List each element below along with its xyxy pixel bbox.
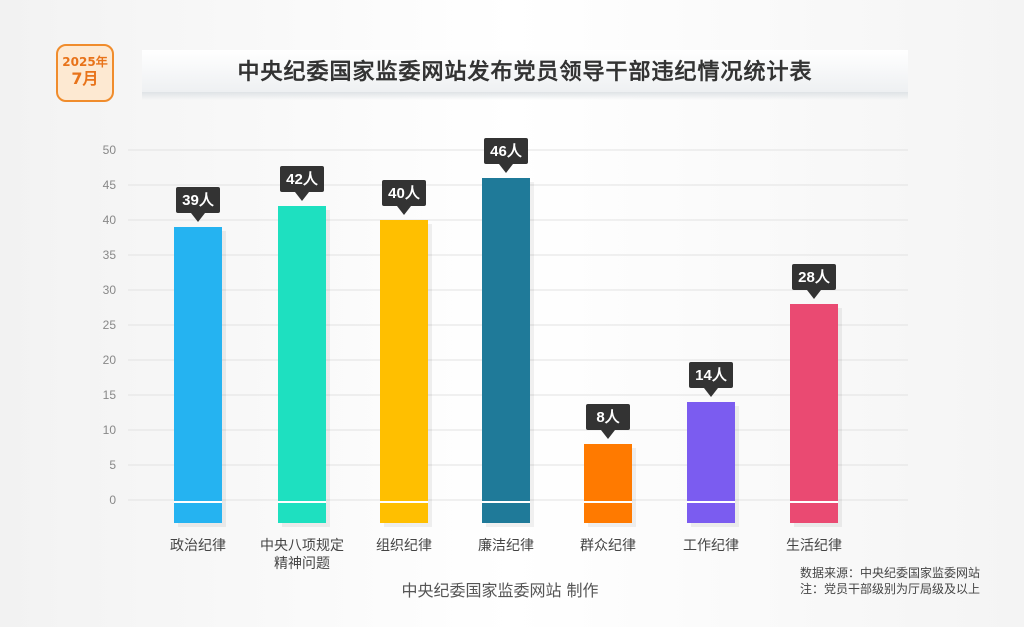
- x-tick-label: 精神问题: [274, 556, 330, 572]
- x-tick-label: 中央八项规定: [260, 538, 344, 554]
- x-tick-label: 政治纪律: [170, 538, 226, 554]
- bars: [174, 178, 842, 527]
- value-label: 39人: [182, 192, 215, 209]
- title-band: [142, 50, 908, 92]
- y-tick-label: 5: [109, 458, 116, 472]
- bar: [380, 220, 428, 523]
- x-tick-label: 组织纪律: [376, 538, 432, 554]
- y-tick-label: 50: [103, 143, 117, 157]
- value-label: 46人: [490, 143, 523, 160]
- y-tick-label: 30: [103, 283, 117, 297]
- value-callout: [176, 187, 220, 213]
- y-tick-label: 35: [103, 248, 117, 262]
- value-label: 40人: [388, 185, 421, 202]
- y-tick-label: 0: [109, 493, 116, 507]
- value-callout: [689, 362, 733, 388]
- y-tick-label: 25: [103, 318, 117, 332]
- value-label: 14人: [695, 367, 728, 384]
- bar: [584, 444, 632, 523]
- value-callout: [484, 138, 528, 164]
- badge-year: 2025年: [62, 55, 108, 69]
- value-callout: [280, 166, 324, 192]
- bar: [790, 304, 838, 523]
- value-callout-pointer: [807, 290, 821, 299]
- value-label: 42人: [286, 171, 319, 188]
- x-tick-label: 群众纪律: [580, 538, 636, 554]
- y-tick-label: 45: [103, 178, 117, 192]
- value-callout-pointer: [397, 206, 411, 215]
- value-callout-pointer: [704, 388, 718, 397]
- value-callout-pointer: [295, 192, 309, 201]
- data-source: 数据来源：中央纪委国家监委网站: [799, 566, 980, 580]
- value-callout-pointer: [191, 213, 205, 222]
- bar: [687, 402, 735, 523]
- value-label: 8人: [596, 409, 620, 426]
- date-badge: 2025年 7月: [56, 44, 114, 102]
- y-tick-label: 10: [103, 423, 117, 437]
- badge-month: 7月: [71, 69, 99, 88]
- bar: [278, 206, 326, 523]
- y-axis: 0 5 10 15 20 25 30 35 40 45 50: [103, 143, 117, 507]
- level-note: 注：党员干部级别为厅局级及以上: [799, 582, 980, 596]
- maker-credit: 中央纪委国家监委网站 制作: [401, 581, 599, 600]
- x-tick-label: 廉洁纪律: [478, 537, 534, 554]
- value-callout: [792, 264, 836, 290]
- value-labels: 39人 42人 40人 46人 8人 14人 28人: [176, 138, 836, 439]
- value-callout: [382, 180, 426, 206]
- x-tick-label: 工作纪律: [683, 538, 739, 554]
- chart-title: 中央纪委国家监委网站发布党员领导干部违纪情况统计表: [237, 60, 813, 85]
- value-callout-pointer: [499, 164, 513, 173]
- title-underline: [142, 92, 908, 100]
- y-tick-label: 40: [103, 213, 117, 227]
- source-note: 数据来源：中央纪委国家监委网站 注：党员干部级别为厅局级及以上: [740, 565, 980, 597]
- y-tick-label: 15: [103, 388, 117, 402]
- bar: [482, 178, 530, 523]
- value-callout: [586, 404, 630, 430]
- y-tick-label: 20: [103, 353, 117, 367]
- bar: [174, 227, 222, 523]
- x-tick-label: 生活纪律: [786, 538, 842, 554]
- value-label: 28人: [798, 269, 831, 286]
- value-callout-pointer: [601, 430, 615, 439]
